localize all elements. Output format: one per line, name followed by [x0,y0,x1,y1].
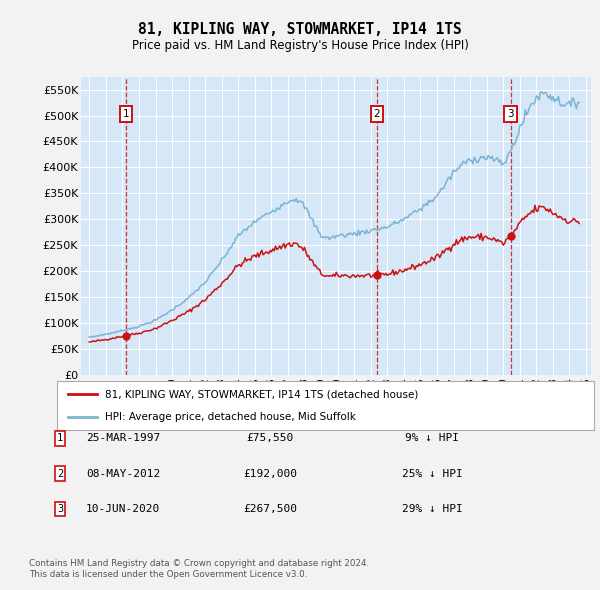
Text: £267,500: £267,500 [243,504,297,514]
Text: 10-JUN-2020: 10-JUN-2020 [86,504,160,514]
Text: Price paid vs. HM Land Registry's House Price Index (HPI): Price paid vs. HM Land Registry's House … [131,39,469,52]
Text: 3: 3 [57,504,63,514]
Text: 29% ↓ HPI: 29% ↓ HPI [401,504,463,514]
Text: £192,000: £192,000 [243,469,297,478]
Text: 2: 2 [373,109,380,119]
Text: 81, KIPLING WAY, STOWMARKET, IP14 1TS (detached house): 81, KIPLING WAY, STOWMARKET, IP14 1TS (d… [106,389,419,399]
Text: 3: 3 [507,109,514,119]
Text: HPI: Average price, detached house, Mid Suffolk: HPI: Average price, detached house, Mid … [106,412,356,422]
Text: 25% ↓ HPI: 25% ↓ HPI [401,469,463,478]
Text: 1: 1 [123,109,130,119]
Text: 1: 1 [57,434,63,443]
Text: 9% ↓ HPI: 9% ↓ HPI [405,434,459,443]
Text: £75,550: £75,550 [247,434,293,443]
Text: 81, KIPLING WAY, STOWMARKET, IP14 1TS: 81, KIPLING WAY, STOWMARKET, IP14 1TS [138,22,462,37]
Text: 25-MAR-1997: 25-MAR-1997 [86,434,160,443]
Text: 2: 2 [57,469,63,478]
Text: Contains HM Land Registry data © Crown copyright and database right 2024.
This d: Contains HM Land Registry data © Crown c… [29,559,369,579]
Text: 08-MAY-2012: 08-MAY-2012 [86,469,160,478]
